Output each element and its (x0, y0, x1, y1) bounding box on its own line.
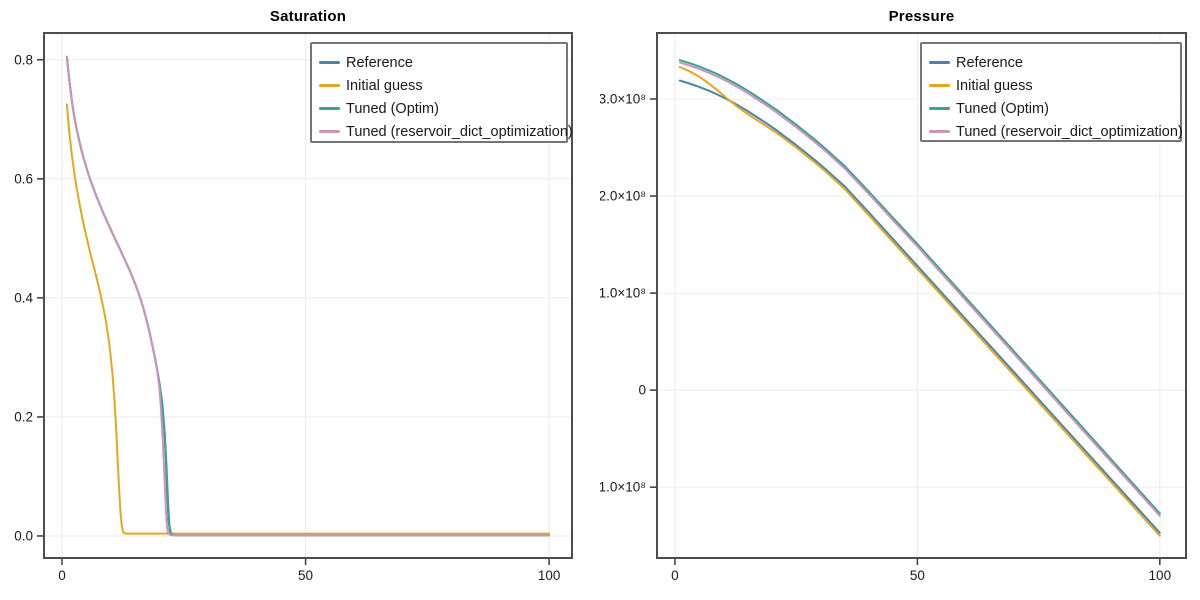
legend-line-swatch (319, 130, 340, 133)
y-tick-label: −1.0×10⁸ (600, 480, 646, 495)
y-tick-label: 1.0×10⁸ (600, 286, 646, 301)
legend-item: Reference (312, 51, 566, 74)
pressure-plot-title: Pressure (888, 8, 955, 25)
legend-item-label: Initial guess (956, 77, 1033, 94)
plot-frame (43, 32, 573, 559)
y-tick-label: 2.0×10⁸ (600, 189, 646, 204)
legend-item-label: Initial guess (346, 77, 423, 94)
x-tick-label: 50 (298, 568, 313, 583)
series-line-tuned-optim- (678, 59, 1161, 515)
series-line-reference (678, 79, 1161, 534)
legend-item-label: Tuned (reservoir_dict_optimization) (956, 123, 1183, 140)
y-tick-label: 3.0×10⁸ (600, 91, 646, 106)
legend-line-swatch (319, 84, 340, 87)
legend-item: Tuned (Optim) (312, 97, 566, 120)
pressure-plot: Pressure 0 50 100 −1.0×10⁸ 0 1.0×10⁸ 2.0×10⁸ 3.… (600, 0, 1200, 600)
series-line-tuned-reservoir-dict-optimization- (678, 61, 1161, 517)
x-tick-label: 100 (538, 568, 561, 583)
legend-line-swatch (319, 107, 340, 110)
legend-item: Initial guess (312, 74, 566, 97)
pressure-legend: Reference Initial guess Tuned (Optim) Tu… (920, 42, 1183, 143)
saturation-chart: 0 50 100 0.0 0.2 0.4 0.6 0.8 (14, 32, 573, 583)
legend-item: Reference (922, 51, 1180, 74)
legend-item: Tuned (Optim) (922, 97, 1180, 120)
plot-frame (656, 32, 1187, 559)
x-tick-label: 50 (910, 568, 925, 583)
legend-item-label: Reference (956, 54, 1023, 71)
series-line-tuned-reservoir-dict-optimization- (65, 55, 551, 537)
x-tick-label: 0 (58, 568, 66, 583)
legend-item: Tuned (reservoir_dict_optimization) (312, 120, 573, 143)
legend-item: Initial guess (922, 74, 1180, 97)
y-tick-label: 0.8 (14, 52, 33, 67)
y-tick-label: 0.4 (14, 290, 33, 305)
legend-item-label: Tuned (reservoir_dict_optimization) (346, 123, 573, 140)
y-tick-label: 0.0 (14, 528, 33, 543)
legend-line-swatch (319, 61, 340, 64)
legend-line-swatch (929, 130, 950, 133)
x-tick-label: 0 (671, 568, 679, 583)
y-tick-label: 0.2 (14, 409, 33, 424)
saturation-legend: Reference Initial guess Tuned (Optim) Tu… (310, 42, 573, 143)
saturation-plot-title: Saturation (269, 8, 347, 25)
legend-item-label: Reference (346, 54, 413, 71)
legend-item-label: Tuned (Optim) (346, 100, 439, 117)
y-tick-label: 0.6 (14, 171, 33, 186)
series-line-initial-guess (65, 103, 551, 535)
legend-line-swatch (929, 84, 950, 87)
x-tick-label: 100 (1149, 568, 1172, 583)
series-line-initial-guess (678, 66, 1161, 537)
saturation-plot: Saturation 0 50 100 0.0 0.2 0.4 0.6 0.8 Referen… (14, 8, 573, 583)
legend-item: Tuned (reservoir_dict_optimization) (922, 120, 1183, 143)
legend-line-swatch (929, 107, 950, 110)
y-tick-label: 0 (638, 383, 646, 398)
legend-item-label: Tuned (Optim) (956, 100, 1049, 117)
legend-line-swatch (929, 61, 950, 64)
